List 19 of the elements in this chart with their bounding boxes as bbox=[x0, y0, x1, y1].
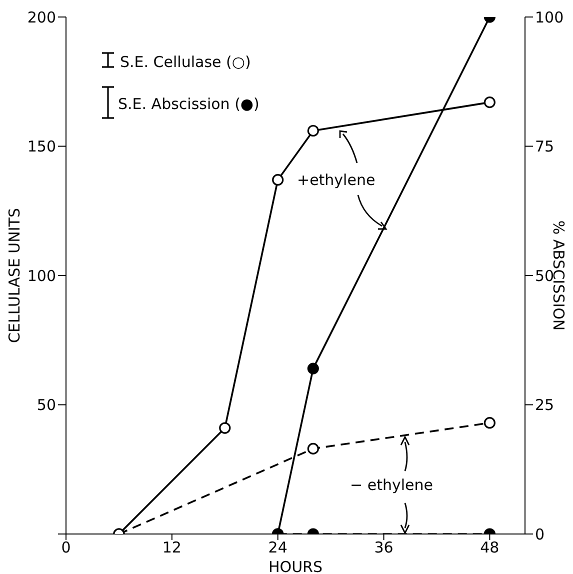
y-axis-title: CELLULASE UNITS bbox=[5, 208, 24, 343]
y-tick-label: 50 bbox=[36, 396, 56, 414]
y2-tick-label: 0 bbox=[535, 525, 545, 544]
x-tick-label: 36 bbox=[374, 538, 394, 557]
y2-tick-label: 25 bbox=[535, 396, 554, 414]
annotation: +ethylene bbox=[297, 171, 376, 189]
y2-tick-label: 75 bbox=[535, 138, 554, 156]
x-tick-label: 0 bbox=[61, 538, 71, 557]
x-axis-title: HOURS bbox=[268, 558, 323, 574]
x-tick-label: 24 bbox=[268, 538, 288, 557]
annotation: S.E. Abscission (●) bbox=[118, 95, 260, 113]
annotation: − ethylene bbox=[350, 476, 433, 494]
annotation: S.E. Cellulase (○) bbox=[120, 53, 251, 71]
x-tick-label: 12 bbox=[162, 538, 182, 557]
y-tick-label: 100 bbox=[27, 266, 56, 285]
y-tick-label: 150 bbox=[27, 138, 56, 156]
x-tick-label: 48 bbox=[480, 538, 500, 557]
y2-tick-label: 100 bbox=[535, 8, 564, 26]
y-tick-label: 200 bbox=[27, 8, 56, 26]
